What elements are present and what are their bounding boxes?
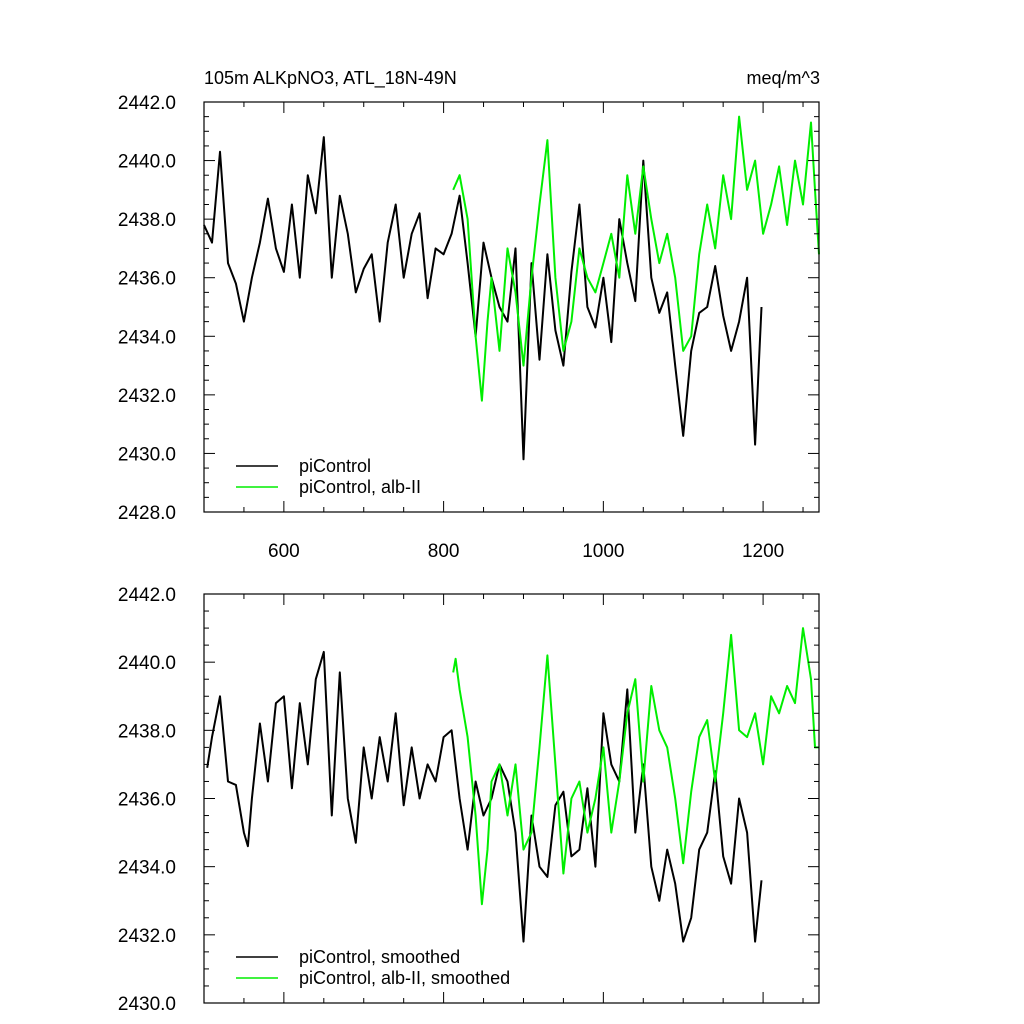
y-tick-label: 2436.0	[118, 269, 176, 290]
y-tick-label: 2432.0	[118, 386, 176, 407]
y-tick-label: 2430.0	[118, 994, 176, 1015]
y-tick-label: 2440.0	[118, 653, 176, 674]
figure-header: 105m ALKpNO3, ATL_18N-49N meq/m^3	[204, 68, 820, 89]
bottom-panel: 2430.0 2432.0 2434.0 2436.0 2438.0 2440.0 2442…	[118, 585, 820, 1015]
legend-label: piControl	[299, 456, 371, 476]
x-tick-label: 600	[268, 541, 300, 562]
y-tick-label: 2430.0	[118, 444, 176, 465]
legend-label: piControl, alb-II	[299, 477, 421, 497]
top-panel: 2428.0 2430.0 2432.0 2434.0 2436.0 2438.0 2440…	[118, 93, 820, 562]
x-tick-label: 800	[428, 541, 460, 562]
plot-frame-0	[203, 101, 820, 513]
y-tick-label: 2428.0	[118, 503, 176, 524]
plot-frame-1	[203, 593, 820, 1004]
series-line-0-1	[452, 115, 820, 402]
series-line-1-1	[452, 627, 819, 906]
y-tick-label: 2438.0	[118, 721, 176, 742]
x-tick-label: 1000	[582, 541, 624, 562]
y-tick-label: 2434.0	[118, 858, 176, 879]
series-line-0-0	[203, 136, 763, 461]
y-tick-label: 2438.0	[118, 210, 176, 231]
chart-title: 105m ALKpNO3, ATL_18N-49N	[204, 68, 457, 89]
y-tick-label: 2432.0	[118, 926, 176, 947]
units-label: meq/m^3	[747, 68, 820, 88]
x-tick-label: 1200	[742, 541, 784, 562]
y-tick-label: 2434.0	[118, 327, 176, 348]
y-tick-label: 2436.0	[118, 790, 176, 811]
y-tick-label: 2440.0	[118, 152, 176, 173]
series-line-1-0	[206, 650, 763, 943]
y-tick-label: 2442.0	[118, 585, 176, 606]
legend-label: piControl, alb-II, smoothed	[299, 968, 510, 988]
legend-label: piControl, smoothed	[299, 947, 460, 967]
y-tick-label: 2442.0	[118, 93, 176, 114]
